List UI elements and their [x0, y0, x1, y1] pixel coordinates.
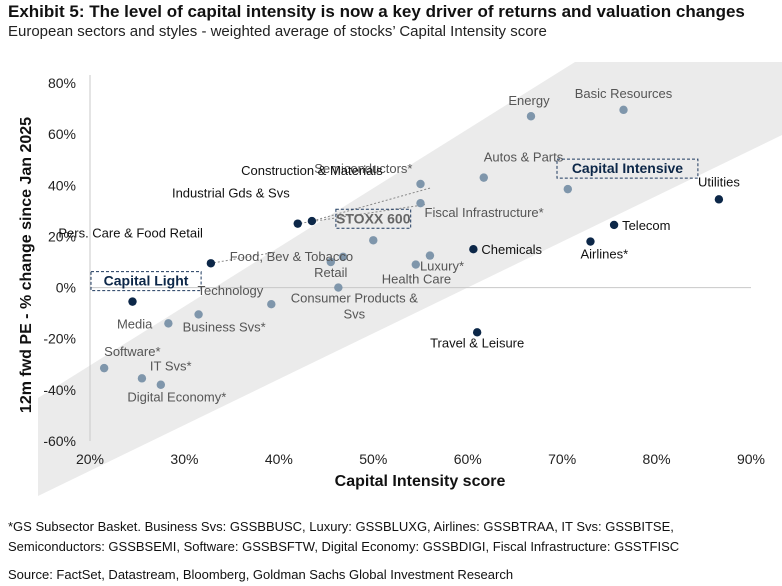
point-label: Capital Light	[104, 273, 189, 289]
point-energy	[526, 112, 536, 121]
point-construction-materials	[307, 216, 317, 226]
point-label: Luxury*	[420, 259, 464, 274]
x-tick-label: 90%	[737, 451, 765, 467]
scatter-chart: -60% -40% -20% 0% 20% 40% 60% 80% 20% 30% 40% 50% 60…	[18, 62, 782, 496]
point-basic-resources	[619, 105, 628, 115]
y-tick-label: 40%	[48, 177, 76, 193]
valuation-band	[38, 62, 782, 496]
point-label: Consumer Products &	[291, 291, 418, 306]
point-label: Food, Bev & Tobacco	[230, 249, 353, 264]
label-box	[335, 208, 412, 229]
point-label: Pers. Care & Food Retail	[58, 225, 203, 240]
point-label: Retail	[314, 265, 347, 280]
point-airlines	[586, 237, 595, 246]
point-label: Energy	[508, 93, 550, 108]
point-label: Telecom	[622, 218, 670, 233]
point-fiscal-infrastructure	[416, 198, 425, 208]
x-tick-label: 40%	[265, 451, 293, 467]
point-autos-parts	[479, 173, 488, 182]
leader-line	[311, 187, 431, 222]
point-chemicals	[469, 245, 478, 254]
point-food-bev-tobacco	[338, 252, 348, 262]
point-label: Construction & Materials	[241, 163, 383, 178]
point-label: Technology	[198, 283, 264, 298]
leader-line	[297, 204, 426, 225]
y-tick-label: -40%	[43, 382, 76, 398]
point-label: Svs	[344, 307, 366, 322]
point-retail	[326, 257, 335, 267]
point-utilities	[714, 195, 724, 204]
point-digital-economy	[156, 380, 166, 389]
point-label: Basic Resources	[575, 86, 673, 101]
x-tick-label: 50%	[359, 451, 387, 467]
x-tick-label: 20%	[76, 451, 104, 467]
x-tick-label: 70%	[548, 451, 576, 467]
point-industrial-gds-svs	[293, 219, 302, 228]
point-telecom	[609, 220, 619, 230]
point-label: Software*	[104, 344, 160, 359]
point-label: Semiconductors*	[314, 161, 412, 176]
point-label: Media	[117, 316, 153, 331]
x-axis-label: Capital Intensity score	[335, 473, 506, 490]
point-label: Capital Intensive	[572, 160, 683, 176]
footnote: *GS Subsector Basket. Business Svs: GSSB…	[8, 519, 680, 554]
chart-subtitle: European sectors and styles - weighted a…	[8, 23, 547, 40]
point-capital-light	[128, 297, 137, 306]
x-tick-label: 30%	[170, 451, 198, 467]
point-consumer-products-svs	[334, 283, 343, 292]
y-tick-label: 80%	[48, 75, 76, 91]
y-axis-label: 12m fwd PE - % change since Jan 2025	[18, 117, 35, 413]
y-tick-label: -60%	[43, 433, 76, 449]
point-label: IT Svs*	[150, 358, 192, 373]
y-tick-label: 0%	[56, 280, 76, 296]
point-label: Health Care	[382, 272, 451, 287]
point-technology	[267, 299, 276, 309]
point-business-svs	[194, 310, 203, 319]
point-health-care	[411, 260, 420, 269]
point-media	[164, 319, 173, 328]
point-label: Utilities	[698, 174, 740, 189]
point-label: Airlines*	[580, 247, 628, 262]
point-stoxx-600	[369, 236, 378, 245]
source-note: Source: FactSet, Datastream, Bloomberg, …	[8, 567, 514, 582]
point-label: Autos & Parts	[484, 150, 564, 165]
point-label: STOXX 600	[336, 210, 411, 226]
y-tick-label: 20%	[48, 228, 76, 244]
point-label: Business Svs*	[183, 319, 266, 334]
point-luxury	[425, 251, 435, 260]
point-label: Chemicals	[481, 242, 542, 257]
point-travel-leisure	[472, 328, 482, 337]
chart-title: Exhibit 5: The level of capital intensit…	[8, 2, 745, 21]
label-box	[556, 158, 699, 179]
point-label: Industrial Gds & Svs	[172, 186, 290, 201]
y-tick-label: -20%	[43, 331, 76, 347]
point-label: Digital Economy*	[127, 390, 226, 405]
label-box	[90, 271, 202, 292]
y-tick-label: 60%	[48, 126, 76, 142]
point-label: Fiscal Infrastructure*	[425, 205, 544, 220]
point-it-svs	[137, 374, 147, 383]
leader-line	[210, 251, 276, 264]
point-software	[99, 363, 109, 373]
point-pers-care-food-retail	[206, 259, 216, 268]
x-tick-label: 60%	[454, 451, 482, 467]
point-semiconductors	[416, 179, 425, 189]
point-label: Travel & Leisure	[430, 335, 524, 350]
point-capital-intensive	[563, 184, 573, 194]
x-tick-label: 80%	[643, 451, 671, 467]
